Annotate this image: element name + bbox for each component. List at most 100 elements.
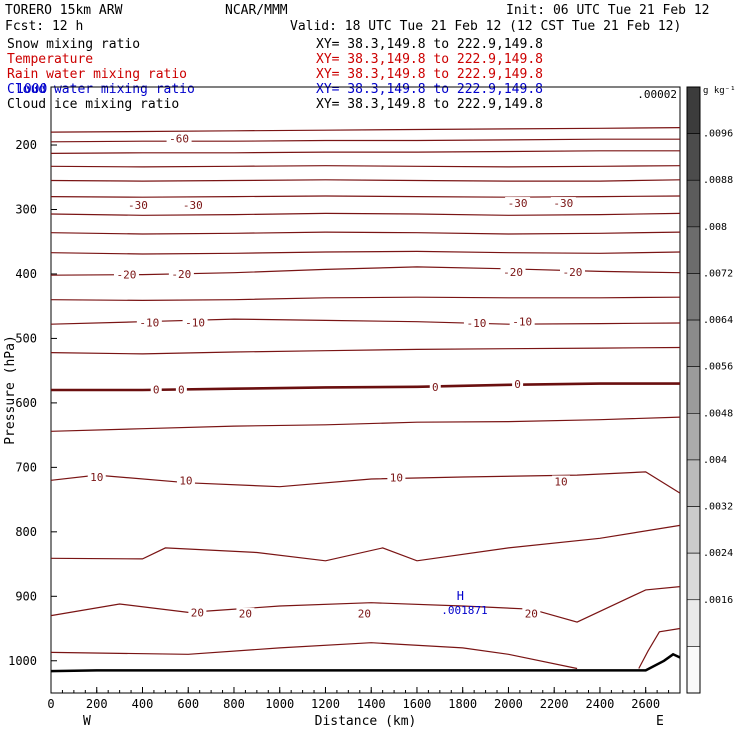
east-label: E (656, 714, 664, 729)
contour-label-bg (150, 383, 162, 396)
colorbar-swatch (686, 179, 701, 228)
y-tick-label: 700 (15, 460, 37, 474)
temperature-contour (50, 524, 681, 562)
colorbar-swatch (686, 86, 701, 134)
contour-label-bg (180, 198, 206, 211)
contour-label-bg (512, 378, 524, 391)
contour-label: 10 (179, 474, 192, 487)
temperature-contour (50, 296, 681, 302)
contour-label-bg (463, 316, 489, 329)
field-name: Cloud ice mixing ratio (7, 97, 179, 112)
cloud-top-label: .00002 (637, 88, 677, 101)
x-tick-label: 800 (223, 697, 245, 711)
y-tick-label: 500 (15, 331, 37, 345)
temperature-contour (50, 179, 681, 182)
center-title: NCAR/MMM (225, 3, 288, 18)
contour-label-bg (182, 316, 208, 329)
colorbar-swatch (686, 226, 701, 274)
init-time: Init: 06 UTC Tue 21 Feb 12 (506, 3, 710, 18)
contour-label-bg (168, 267, 194, 280)
colorbar-tick-label: .0088 (703, 175, 733, 186)
temperature-contour (50, 165, 681, 168)
field-xy: XY= 38.3,149.8 to 222.9,149.8 (316, 82, 543, 97)
axes: 0 200 400 600 800 1000 1200 1400 1600 1800 2000 220… (3, 138, 681, 729)
contour-label-bg (387, 471, 406, 484)
contour-label: -30 (183, 199, 203, 212)
colorbar-tick-label: .004 (703, 455, 727, 466)
x-tick-label: 0 (47, 697, 54, 711)
contour-label: -10 (139, 316, 159, 329)
colorbar-tick-label: .008 (703, 222, 727, 233)
colorbar-tick-label: .0072 (703, 268, 733, 279)
colorbar-tick-label: .0016 (703, 595, 733, 606)
temperature-contour (50, 212, 681, 216)
overlap-label: 1000 (16, 82, 47, 97)
field-xy: XY= 38.3,149.8 to 222.9,149.8 (316, 97, 543, 112)
x-tick-label: 2600 (631, 697, 660, 711)
contour-label: 20 (358, 608, 371, 621)
contour-label: 0 (514, 378, 521, 391)
temperature-contour (50, 471, 681, 494)
field-legend: Snow mixing ratio XY= 38.3,149.8 to 222.9… (7, 37, 543, 112)
contour-label-bg (559, 266, 585, 279)
field-name: Rain water mixing ratio (7, 67, 187, 82)
colorbar-swatch (686, 506, 701, 554)
contour-label: 10 (390, 472, 403, 485)
field-name: Temperature (7, 52, 93, 67)
colorbar-unit: g kg⁻¹ (703, 86, 736, 96)
contour-label-bg (500, 266, 526, 279)
y-tick-label: 200 (15, 138, 37, 152)
contour-label: -60 (169, 133, 189, 146)
y-tick-label: 400 (15, 267, 37, 281)
contour-label-bg (505, 197, 531, 210)
y-tick-label: 1000 (8, 654, 37, 668)
contour-label: -10 (185, 316, 205, 329)
x-axis-label: Distance (km) (315, 714, 417, 729)
contour-label: 10 (90, 471, 103, 484)
x-tick-label: 1000 (265, 697, 294, 711)
colorbar: .0096 .0088 .008 .0072 .0064 .0056 .0048 .004 .0… (686, 86, 736, 694)
colorbar-swatch (686, 646, 701, 694)
contour-label: 0 (178, 383, 185, 396)
temperature-contour (50, 231, 681, 235)
y-tick-label: 300 (15, 202, 37, 216)
colorbar-swatch (686, 133, 701, 181)
x-tick-label: 200 (86, 697, 108, 711)
field-name: Snow mixing ratio (7, 37, 140, 52)
x-tick-label: 1600 (403, 697, 432, 711)
contour-label-bg (429, 380, 441, 393)
temperature-contour (50, 266, 681, 276)
temperature-contour (50, 346, 681, 355)
contour-label: -20 (117, 269, 137, 282)
colorbar-tick-label: .0056 (703, 362, 733, 373)
contour-label: 10 (554, 476, 567, 489)
contour-label: 0 (432, 381, 439, 394)
contour-label-bg (236, 607, 255, 620)
contour-label-bg (552, 475, 571, 488)
y-tick-label: 800 (15, 525, 37, 539)
colorbar-swatch (686, 319, 701, 367)
contour-label: 20 (191, 606, 204, 619)
x-tick-label: 2200 (540, 697, 569, 711)
colorbar-swatch (686, 366, 701, 414)
contour-label-bg (125, 198, 151, 211)
colorbar-frame (686, 86, 701, 694)
contour-label-bg (87, 471, 106, 484)
colorbar-swatch (686, 552, 701, 601)
field-xy: XY= 38.3,149.8 to 222.9,149.8 (316, 37, 543, 52)
contour-label-bg (509, 315, 535, 328)
contour-label: 20 (239, 608, 252, 621)
temperature-contour (638, 627, 681, 669)
temperature-contour (50, 127, 681, 133)
colorbar-swatch (686, 413, 701, 461)
contour-label: 20 (525, 608, 538, 621)
y-tick-label: 900 (15, 589, 37, 603)
contour-label: -20 (171, 268, 191, 281)
temperature-contour (50, 642, 578, 670)
x-tick-label: 1200 (311, 697, 340, 711)
field-xy: XY= 38.3,149.8 to 222.9,149.8 (316, 67, 543, 82)
contour-label-bg (175, 383, 187, 396)
x-tick-label: 2400 (585, 697, 614, 711)
x-tick-label: 1800 (448, 697, 477, 711)
